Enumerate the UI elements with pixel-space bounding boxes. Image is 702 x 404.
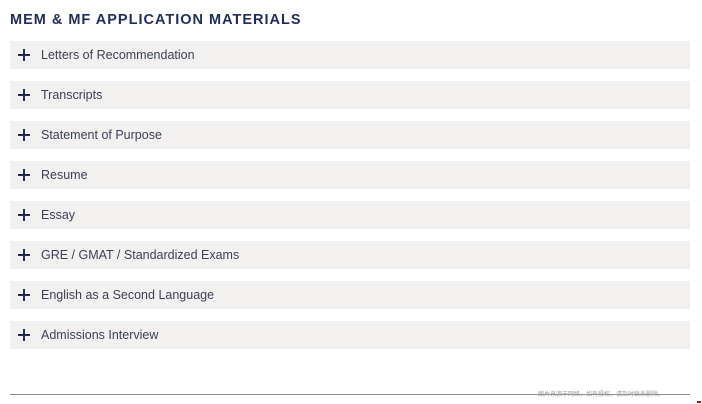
accordion-item-letters-of-recommendation[interactable]: Letters of Recommendation xyxy=(10,41,690,69)
section-title: MEM & MF APPLICATION MATERIALS xyxy=(10,12,302,28)
accordion-item-transcripts[interactable]: Transcripts xyxy=(10,81,690,109)
corner-mark xyxy=(697,401,701,403)
plus-icon[interactable] xyxy=(18,49,30,61)
accordion-item-admissions-interview[interactable]: Admissions Interview xyxy=(10,321,690,349)
plus-icon[interactable] xyxy=(18,249,30,261)
plus-icon[interactable] xyxy=(18,289,30,301)
plus-icon[interactable] xyxy=(18,209,30,221)
application-materials-accordion: Letters of Recommendation Transcripts St… xyxy=(10,41,690,361)
accordion-item-statement-of-purpose[interactable]: Statement of Purpose xyxy=(10,121,690,149)
accordion-item-resume[interactable]: Resume xyxy=(10,161,690,189)
accordion-item-label: Admissions Interview xyxy=(41,328,159,342)
accordion-item-label: Letters of Recommendation xyxy=(41,48,195,62)
plus-icon[interactable] xyxy=(18,89,30,101)
plus-icon[interactable] xyxy=(18,129,30,141)
footer-divider xyxy=(10,394,690,395)
watermark-text: 图片来源于网络，如有侵权，请及时联系删除。 xyxy=(537,391,664,398)
accordion-item-essay[interactable]: Essay xyxy=(10,201,690,229)
accordion-item-standardized-exams[interactable]: GRE / GMAT / Standardized Exams xyxy=(10,241,690,269)
accordion-item-label: English as a Second Language xyxy=(41,288,215,302)
accordion-item-label: GRE / GMAT / Standardized Exams xyxy=(41,248,240,262)
plus-icon[interactable] xyxy=(18,329,30,341)
accordion-item-label: Essay xyxy=(41,208,76,222)
accordion-item-label: Statement of Purpose xyxy=(41,128,162,142)
accordion-item-label: Transcripts xyxy=(41,88,103,102)
accordion-item-english-second-language[interactable]: English as a Second Language xyxy=(10,281,690,309)
accordion-item-label: Resume xyxy=(41,168,88,182)
plus-icon[interactable] xyxy=(18,169,30,181)
